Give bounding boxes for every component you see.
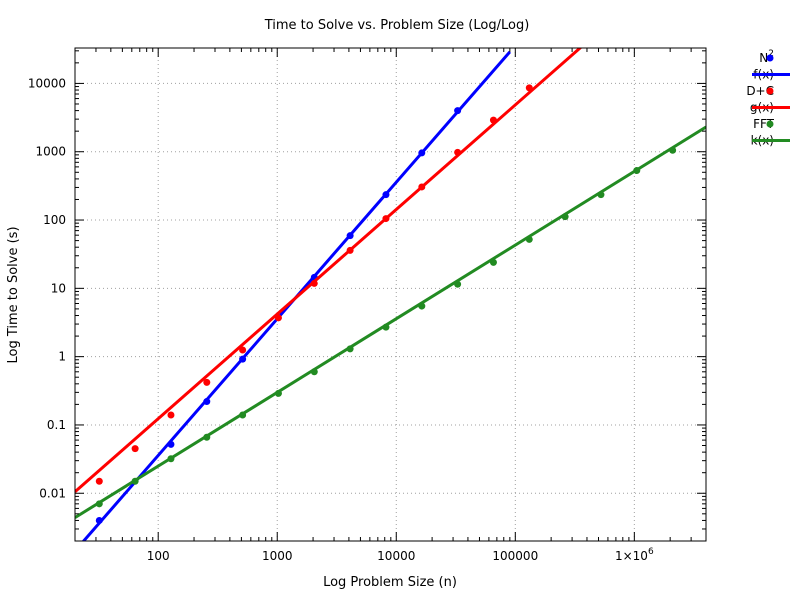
data-point-d-c [239,346,247,354]
x-tick-label: 10000 [377,549,415,563]
plot-area [75,48,706,541]
y-tick-label: 0.1 [47,418,66,432]
x-tick-label-exponent: 6 [648,547,654,557]
data-point-d-c [167,411,175,419]
y-tick-label: 10000 [28,76,66,90]
y-tick-label: 0.01 [39,486,66,500]
x-tick-label: 100000 [492,549,538,563]
x-tick-label: 1000 [262,549,293,563]
series-group [75,48,706,541]
y-tick-label: 1 [58,350,66,364]
legend-label-exponent: 2 [768,49,774,59]
legend-swatch-d-c [766,87,774,95]
legend-swatch-n [766,54,774,62]
y-tick-label: 100 [43,213,66,227]
legend-label-d-c: D+C [746,84,774,98]
y-tick-label: 1000 [35,145,66,159]
legend-label-fft: FFT [753,117,775,131]
x-tick-label: 100 [147,549,170,563]
axes: 100 1000 10000 100000 1×106 0.01 0.1 1 10 100 1000… [28,48,707,563]
x-tick-label: 1×106 [615,547,654,563]
y-tick-label: 10 [51,281,66,295]
x-axis-title: Log Problem Size (n) [323,575,457,590]
chart-title: Time to Solve vs. Problem Size (Log/Log) [264,18,530,33]
data-point-d-c [131,445,139,453]
series-line-k-x [75,125,706,519]
legend-swatch-fft [766,120,774,128]
y-axis-title: Log Time to Solve (s) [6,226,21,363]
series-line-g-x [75,48,583,493]
data-point-d-c [203,378,211,386]
data-point-d-c [95,477,103,485]
